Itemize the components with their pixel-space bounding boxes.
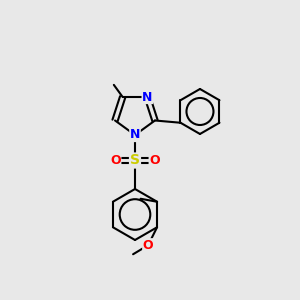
Text: O: O [110, 154, 121, 167]
Text: N: N [142, 91, 152, 103]
Text: S: S [130, 154, 140, 167]
Text: O: O [143, 239, 153, 252]
Text: O: O [149, 154, 160, 167]
Text: N: N [130, 128, 140, 142]
